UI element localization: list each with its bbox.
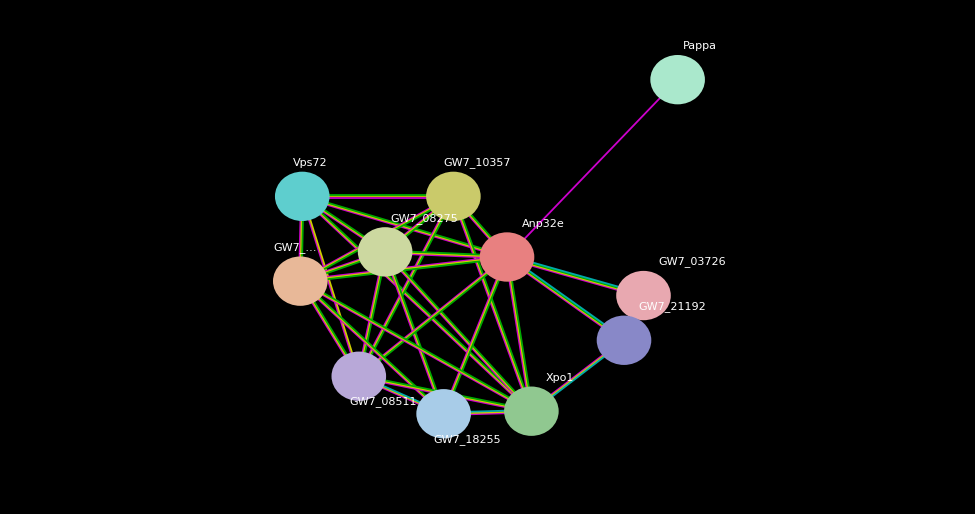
Text: GW7_21192: GW7_21192 [639,301,706,312]
Ellipse shape [358,227,412,277]
Ellipse shape [416,389,471,438]
Ellipse shape [273,256,328,306]
Text: Anp32e: Anp32e [522,219,565,229]
Ellipse shape [597,316,651,365]
Text: GW7_08511: GW7_08511 [349,396,416,407]
Ellipse shape [504,387,559,436]
Ellipse shape [616,271,671,320]
Text: Vps72: Vps72 [292,158,328,168]
Text: Xpo1: Xpo1 [546,373,574,383]
Text: Pappa: Pappa [682,42,717,51]
Text: GW7_18255: GW7_18255 [434,434,501,445]
Ellipse shape [332,352,386,401]
Text: GW7_…: GW7_… [273,242,317,253]
Text: GW7_08275: GW7_08275 [390,213,457,224]
Text: GW7_03726: GW7_03726 [658,256,725,267]
Ellipse shape [426,172,481,221]
Ellipse shape [275,172,330,221]
Ellipse shape [480,232,534,282]
Text: GW7_10357: GW7_10357 [444,157,511,168]
Ellipse shape [650,55,705,104]
